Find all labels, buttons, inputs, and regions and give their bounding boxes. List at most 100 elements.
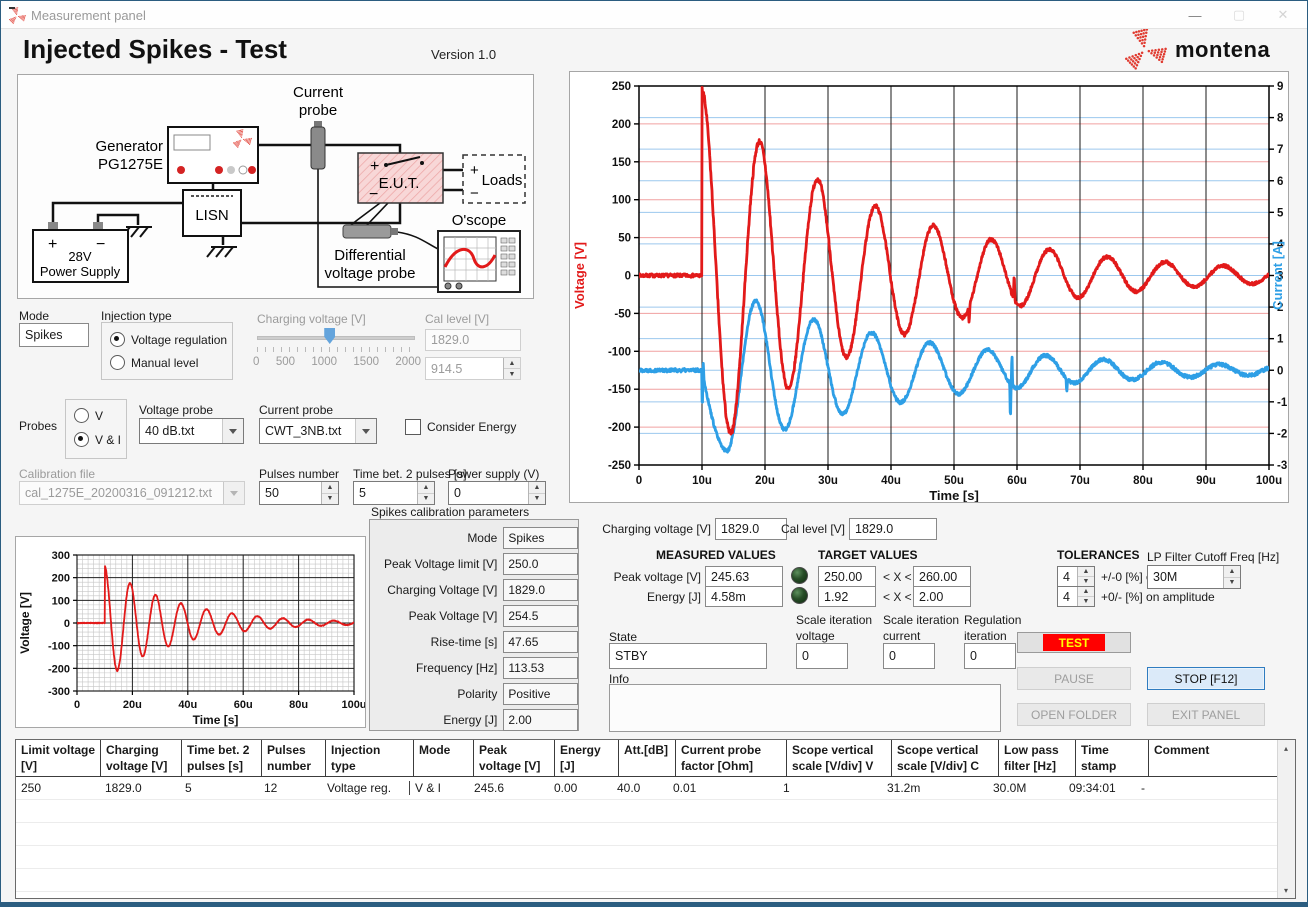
info-box[interactable] bbox=[609, 684, 1001, 732]
table-empty-row[interactable] bbox=[16, 800, 1278, 823]
spin-down-icon[interactable]: ▼ bbox=[504, 369, 520, 379]
energy-target-high[interactable]: 2.00 bbox=[913, 586, 971, 607]
svg-text:-200: -200 bbox=[48, 663, 70, 675]
chevron-down-icon[interactable] bbox=[355, 419, 376, 443]
scroll-up-icon[interactable]: ▴ bbox=[1278, 740, 1294, 756]
cal-level-spinner[interactable]: 914.5 ▲▼ bbox=[425, 357, 521, 380]
spin-down-icon[interactable]: ▼ bbox=[322, 494, 338, 505]
table-row[interactable]: 2501829.0512Voltage reg.V & I245.60.0040… bbox=[16, 777, 1278, 800]
spin-down-icon[interactable]: ▼ bbox=[1078, 577, 1094, 586]
spin-up-icon[interactable]: ▲ bbox=[1224, 566, 1240, 578]
calib-param-value: 47.65 bbox=[503, 631, 578, 653]
consider-energy-checkbox-row[interactable]: Consider Energy bbox=[405, 419, 516, 435]
tolerance-value[interactable]: 4 bbox=[1058, 587, 1077, 606]
charging-voltage-slider-thumb[interactable] bbox=[324, 328, 335, 344]
exit-panel-button[interactable]: EXIT PANEL bbox=[1147, 703, 1265, 726]
scale-iter-voltage-label: Scale iteration voltage bbox=[796, 613, 880, 644]
spin-down-icon[interactable]: ▼ bbox=[1078, 597, 1094, 606]
table-header-cell: Peak voltage [V] bbox=[474, 740, 555, 776]
injection-option-voltage-regulation[interactable]: Voltage regulation bbox=[110, 332, 232, 347]
charging-voltage-slider-track[interactable] bbox=[257, 336, 415, 340]
calib-param-row: PolarityPositive bbox=[370, 681, 578, 707]
mode-value[interactable]: Spikes bbox=[19, 323, 89, 347]
svg-text:300: 300 bbox=[52, 550, 70, 562]
time-bet-pulses-spinner[interactable]: 5 ▲▼ bbox=[353, 481, 435, 505]
peak-voltage-target-high[interactable]: 260.00 bbox=[913, 566, 971, 587]
power-supply-spinner[interactable]: 0 ▲▼ bbox=[448, 481, 546, 505]
cal-level-spinner-value[interactable]: 914.5 bbox=[426, 358, 503, 379]
table-empty-row[interactable] bbox=[16, 892, 1278, 898]
spin-up-icon[interactable]: ▲ bbox=[1078, 587, 1094, 597]
eut-minus: − bbox=[369, 186, 378, 203]
voltage-probe-label: Voltage probe bbox=[139, 403, 213, 417]
test-button[interactable]: TEST bbox=[1017, 632, 1131, 653]
spin-up-icon[interactable]: ▲ bbox=[1078, 567, 1094, 577]
spin-down-icon[interactable]: ▼ bbox=[529, 494, 545, 505]
table-empty-row[interactable] bbox=[16, 823, 1278, 846]
peak-voltage-tolerance-spinner[interactable]: 4 ▲▼ bbox=[1057, 566, 1095, 587]
peak-voltage-target-low[interactable]: 250.00 bbox=[818, 566, 876, 587]
radio-icon[interactable] bbox=[74, 432, 89, 447]
table-header-row: Limit voltage [V]Charging voltage [V]Tim… bbox=[16, 740, 1278, 777]
diff-probe-body bbox=[343, 225, 391, 238]
svg-text:50: 50 bbox=[618, 233, 631, 245]
tolerance-value[interactable]: 4 bbox=[1058, 567, 1077, 586]
svg-text:-1: -1 bbox=[1277, 397, 1288, 409]
svg-text:-100: -100 bbox=[48, 641, 70, 653]
calibration-file-dropdown[interactable]: cal_1275E_20200316_091212.txt bbox=[19, 481, 245, 505]
chevron-down-icon[interactable] bbox=[222, 419, 243, 443]
svg-text:-200: -200 bbox=[608, 422, 631, 434]
table-scrollbar[interactable]: ▴ ▾ bbox=[1277, 740, 1295, 898]
spin-up-icon[interactable]: ▲ bbox=[322, 482, 338, 494]
pause-button[interactable]: PAUSE bbox=[1017, 667, 1131, 690]
spin-up-icon[interactable]: ▲ bbox=[529, 482, 545, 494]
svg-text:90u: 90u bbox=[1196, 475, 1216, 487]
injection-option-label: Voltage regulation bbox=[131, 333, 227, 347]
spin-down-icon[interactable]: ▼ bbox=[1224, 578, 1240, 589]
relation-label: < X < bbox=[883, 570, 912, 584]
time-bet-pulses-value[interactable]: 5 bbox=[354, 482, 417, 504]
mode-label: Mode bbox=[19, 309, 49, 323]
pulses-number-value[interactable]: 50 bbox=[260, 482, 321, 504]
charging-voltage-label: Charging voltage [V] bbox=[257, 312, 366, 326]
radio-icon[interactable] bbox=[110, 355, 125, 370]
probes-option-v-and-i[interactable]: V & I bbox=[74, 432, 126, 447]
maximize-button[interactable]: ▢ bbox=[1217, 1, 1261, 29]
checkbox-icon[interactable] bbox=[405, 419, 421, 435]
energy-tolerance-spinner[interactable]: 4 ▲▼ bbox=[1057, 586, 1095, 607]
radio-icon[interactable] bbox=[74, 408, 89, 423]
energy-target-low[interactable]: 1.92 bbox=[818, 586, 876, 607]
minimize-button[interactable]: — bbox=[1173, 1, 1217, 29]
pulses-number-spinner[interactable]: 50 ▲▼ bbox=[259, 481, 339, 505]
lp-filter-spinner[interactable]: 30M ▲▼ bbox=[1147, 565, 1241, 589]
table-empty-row[interactable] bbox=[16, 869, 1278, 892]
voltage-probe-dropdown[interactable]: 40 dB.txt bbox=[139, 418, 244, 444]
power-supply-label: Power supply (V) bbox=[448, 467, 539, 481]
spin-up-icon[interactable]: ▲ bbox=[418, 482, 434, 494]
close-button[interactable]: ✕ bbox=[1261, 1, 1305, 29]
spin-up-icon[interactable]: ▲ bbox=[504, 358, 520, 369]
open-folder-button[interactable]: OPEN FOLDER bbox=[1017, 703, 1131, 726]
calib-param-row: Charging Voltage [V]1829.0 bbox=[370, 577, 578, 603]
scroll-down-icon[interactable]: ▾ bbox=[1278, 882, 1294, 898]
radio-icon[interactable] bbox=[110, 332, 125, 347]
calib-param-label: Mode bbox=[370, 531, 503, 545]
peak-voltage-label: Peak voltage [V] bbox=[596, 570, 701, 584]
stop-button[interactable]: STOP [F12] bbox=[1147, 667, 1265, 690]
table-empty-row[interactable] bbox=[16, 846, 1278, 869]
probes-option-v[interactable]: V bbox=[74, 408, 126, 423]
preview-chart: 3002001000-100-200-300020u40u60u80u100uT… bbox=[16, 537, 365, 727]
relation-label: < X < bbox=[883, 590, 912, 604]
power-supply-value[interactable]: 0 bbox=[449, 482, 528, 504]
lp-filter-value[interactable]: 30M bbox=[1148, 566, 1223, 588]
injection-option-manual-level[interactable]: Manual level bbox=[110, 355, 232, 370]
injection-type-group: Voltage regulation Manual level bbox=[101, 322, 233, 380]
scale-iter-voltage-value: 0 bbox=[796, 643, 848, 669]
energy-label: Energy [J] bbox=[596, 590, 701, 604]
svg-text:5: 5 bbox=[1277, 207, 1284, 219]
current-probe-label: Current bbox=[293, 84, 344, 101]
spin-down-icon[interactable]: ▼ bbox=[418, 494, 434, 505]
table-cell: 40.0 bbox=[612, 781, 668, 795]
table-header-cell: Scope vertical scale [V/div] C bbox=[892, 740, 999, 776]
current-probe-dropdown[interactable]: CWT_3NB.txt bbox=[259, 418, 377, 444]
